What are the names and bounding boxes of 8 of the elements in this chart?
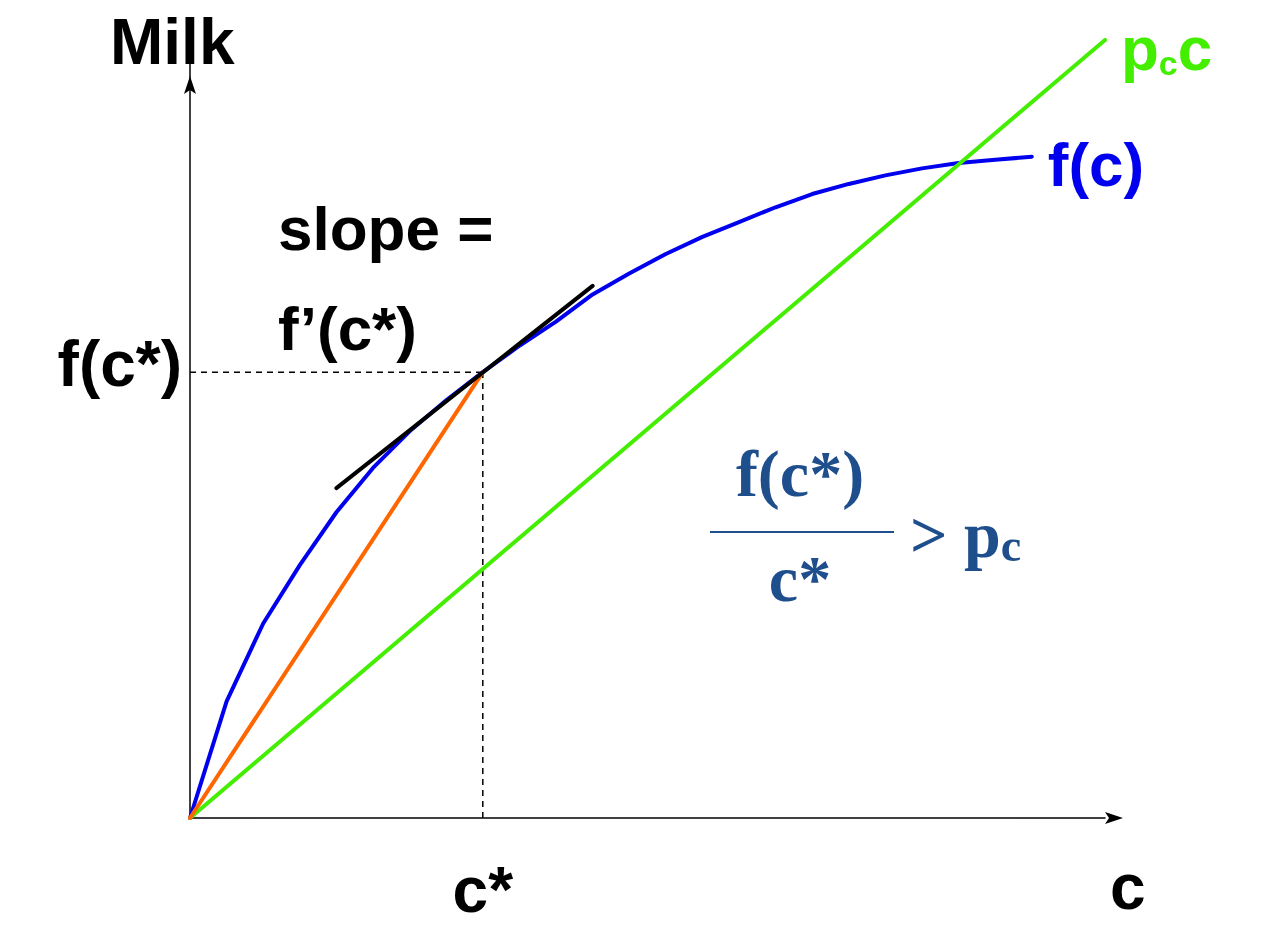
annotation: slope = f’(c*) — [278, 193, 494, 363]
y-axis-title: Milk — [110, 6, 235, 78]
ref-line-label: f(c*) — [57, 328, 182, 401]
series-label: pcc — [1121, 13, 1213, 83]
x-axis-title: c — [1110, 851, 1146, 923]
series-label: f(c) — [1047, 130, 1145, 200]
text: c* — [452, 854, 514, 926]
annotation: f(c*) c* > pc — [735, 436, 1022, 615]
